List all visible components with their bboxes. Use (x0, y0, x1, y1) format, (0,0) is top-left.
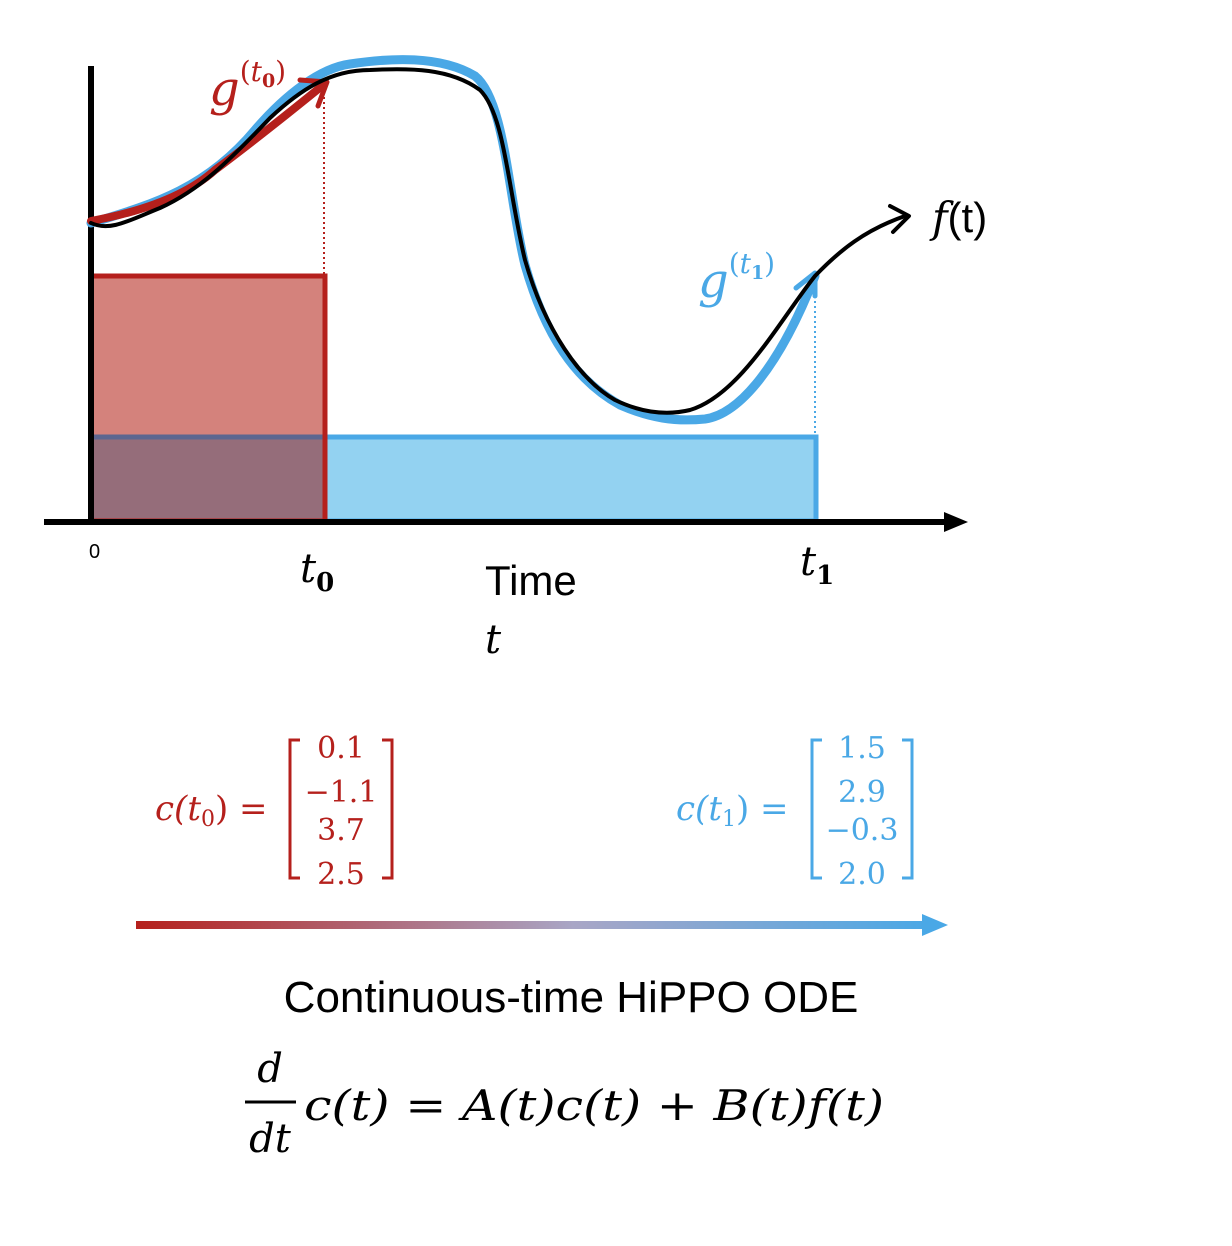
ode-fraction-numerator: d (257, 1046, 283, 1092)
c-t1-vector: c(t1) = 1.5 2.9 −0.3 2.0 (676, 731, 914, 892)
c-t1-value-1: 2.9 (838, 775, 886, 810)
ode-title: Continuous-time HiPPO ODE (284, 973, 859, 1022)
f-signal-curve (89, 67, 907, 415)
overlap-region (93, 437, 323, 519)
g-t0-label: g(t0) (209, 55, 286, 117)
g-t1-arrowhead (793, 270, 818, 299)
c-t1-value-3: 2.0 (838, 857, 886, 892)
f-signal-arrowhead (888, 204, 911, 234)
g-t0-arrowhead (297, 77, 330, 109)
g-t0-approximation-curve (87, 82, 326, 225)
time-variable-label: t (485, 617, 502, 663)
origin-label: 0 (89, 541, 100, 563)
c-t1-lhs: c(t1) = (676, 789, 789, 832)
c-t0-lhs: c(t0) = (155, 789, 268, 832)
time-axis-label: Time (485, 557, 577, 604)
c-t1-left-bracket (810, 738, 822, 880)
ode-equation: d dt c(t) = A(t)c(t) + B(t)f(t) (245, 1046, 884, 1162)
f-signal-label: f(t) (929, 193, 987, 242)
c-t0-value-3: 2.5 (317, 857, 365, 892)
c-t0-value-0: 0.1 (317, 731, 365, 766)
g-t1-label: g(t1) (698, 247, 775, 309)
c-t0-vector: c(t0) = 0.1 −1.1 3.7 2.5 (155, 731, 394, 892)
c-t1-right-bracket (902, 738, 914, 880)
c-t0-value-2: 3.7 (317, 813, 365, 848)
ode-rhs: c(t) = A(t)c(t) + B(t)f(t) (304, 1081, 884, 1130)
gradient-arrow-shaft (136, 921, 931, 929)
t0-axis-label: t0 (300, 546, 334, 598)
ode-fraction-denominator: dt (249, 1116, 292, 1162)
x-axis-arrowhead (944, 512, 968, 532)
c-t1-value-0: 1.5 (838, 731, 886, 766)
c-t0-left-bracket (288, 738, 300, 880)
t1-axis-label: t1 (800, 539, 834, 591)
c-t0-right-bracket (382, 738, 394, 880)
c-t1-value-2: −0.3 (826, 813, 899, 848)
c-t0-value-1: −1.1 (305, 775, 378, 810)
gradient-arrowhead (922, 914, 948, 936)
